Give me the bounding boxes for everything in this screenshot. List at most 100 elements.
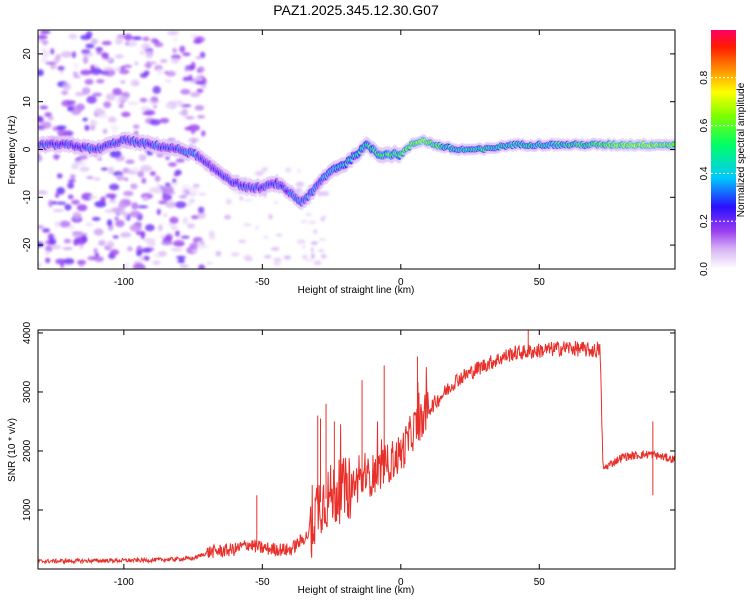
noise-blob: [68, 179, 76, 183]
noise-blob: [182, 76, 193, 82]
noise-blob: [86, 175, 94, 180]
noise-blob: [84, 124, 90, 131]
noise-blob: [101, 40, 112, 46]
noise-blob: [71, 199, 80, 205]
noise-blob: [114, 217, 119, 221]
noise-blob: [208, 234, 216, 240]
noise-blob: [45, 61, 56, 65]
noise-blob: [159, 235, 166, 239]
spectrogram-x-label: Height of straight line (km): [298, 285, 415, 296]
noise-blob: [197, 114, 206, 119]
noise-blob: [144, 62, 152, 69]
noise-blob: [115, 67, 121, 72]
noise-blob: [120, 232, 132, 238]
noise-blob: [149, 119, 161, 126]
noise-blob: [162, 212, 168, 218]
noise-blob: [57, 65, 65, 71]
noise-blob: [190, 33, 198, 39]
colorbar: 0.0 0.2 0.4 0.6 0.8 Normalized spectral ampl…: [699, 30, 747, 276]
noise-blob: [190, 91, 201, 98]
noise-blob: [195, 55, 202, 60]
y-tick-label: 2000: [22, 439, 33, 462]
noise-blob: [189, 199, 195, 203]
noise-blob: [139, 97, 148, 103]
noise-blob: [164, 71, 169, 75]
noise-blob: [190, 61, 196, 70]
noise-blob: [321, 253, 326, 259]
noise-blob: [263, 254, 272, 259]
noise-blob: [78, 244, 84, 250]
noise-blob: [225, 198, 232, 205]
noise-blob: [54, 192, 60, 198]
noise-blob: [179, 264, 189, 268]
noise-blob: [118, 201, 127, 210]
noise-blob: [76, 204, 88, 212]
noise-blob: [89, 119, 98, 127]
noise-blob: [92, 92, 102, 97]
noise-blob: [63, 238, 72, 244]
noise-blob: [38, 225, 44, 229]
noise-blob: [185, 116, 195, 120]
noise-blob: [197, 211, 206, 220]
noise-blob: [81, 49, 91, 54]
chart-title: PAZ1.2025.345.12.30.G07: [273, 2, 439, 18]
noise-blob: [310, 241, 319, 245]
noise-blob: [45, 257, 51, 264]
noise-blob: [159, 59, 168, 63]
noise-blob: [243, 223, 252, 227]
noise-blob: [301, 254, 308, 260]
noise-blob: [134, 61, 139, 66]
noise-blob: [186, 223, 195, 229]
noise-blob: [148, 187, 159, 194]
noise-blob: [38, 241, 44, 248]
noise-blob: [273, 201, 278, 205]
y-tick-label: 3000: [22, 380, 33, 403]
noise-blob: [90, 64, 95, 71]
noise-blob: [224, 214, 232, 220]
noise-blob: [304, 258, 314, 262]
noise-blob: [149, 171, 156, 176]
noise-blob: [190, 215, 199, 220]
spectrogram-heatmap: [38, 30, 675, 269]
noise-blob: [80, 69, 92, 76]
noise-blob: [243, 199, 253, 202]
noise-blob: [40, 57, 49, 63]
noise-blob: [167, 162, 177, 167]
noise-blob: [116, 174, 125, 181]
x-tick-label: -50: [255, 577, 270, 588]
noise-blob: [69, 174, 76, 180]
noise-blob: [59, 220, 71, 228]
noise-blob: [98, 114, 109, 119]
noise-blob: [41, 121, 52, 129]
noise-blob: [164, 78, 173, 84]
noise-blob: [141, 43, 151, 50]
noise-blob: [300, 220, 307, 223]
colorbar-tick-label: 0.2: [699, 214, 710, 228]
noise-blob: [261, 167, 266, 174]
noise-blob: [127, 246, 133, 252]
colorbar-tick-label: 0.6: [699, 118, 710, 132]
noise-blob: [262, 235, 269, 240]
colorbar-tick-label: 0.4: [699, 166, 710, 180]
noise-blob: [181, 108, 188, 117]
noise-blob: [132, 81, 140, 86]
noise-blob: [122, 64, 133, 68]
noise-blob: [106, 240, 115, 249]
y-tick-label: 4000: [22, 321, 33, 344]
noise-blob: [56, 187, 65, 195]
noise-blob: [50, 244, 62, 250]
noise-blob: [157, 68, 163, 75]
noise-blob: [48, 238, 57, 246]
noise-blob: [158, 200, 168, 205]
noise-blob: [89, 195, 98, 200]
noise-blob: [142, 255, 150, 261]
noise-blob: [173, 101, 184, 107]
noise-blob: [273, 262, 282, 266]
noise-blob: [192, 237, 199, 244]
noise-blob: [310, 247, 314, 253]
noise-blob: [115, 219, 125, 228]
colorbar-ticks: 0.0 0.2 0.4 0.6 0.8: [699, 70, 736, 276]
noise-blob: [283, 255, 292, 260]
noise-blob: [121, 111, 131, 118]
noise-blob: [82, 117, 88, 122]
